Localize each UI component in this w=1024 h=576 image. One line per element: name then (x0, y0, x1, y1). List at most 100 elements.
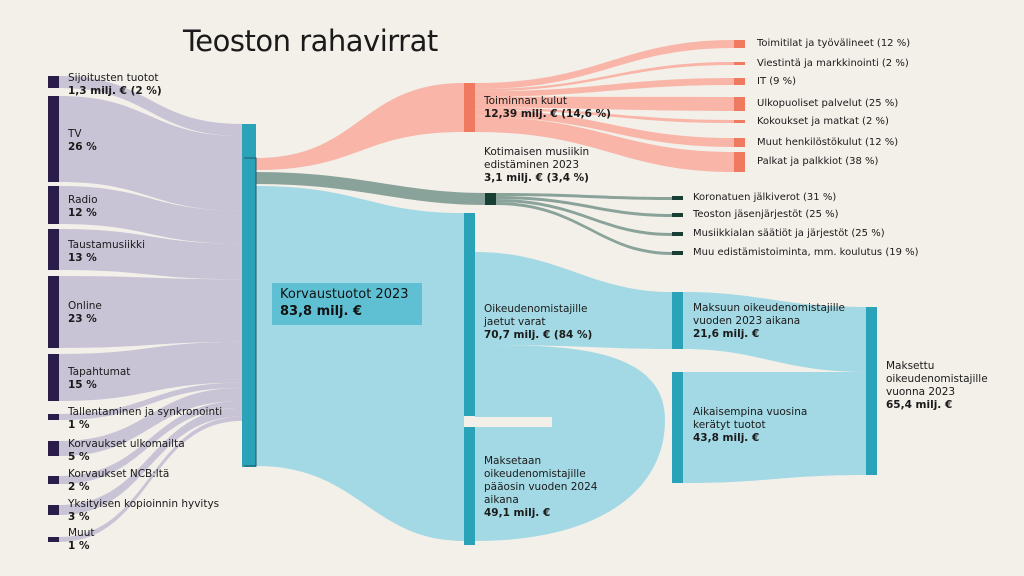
source-flow (59, 382, 242, 420)
source-label: Radio 12 % (68, 194, 98, 220)
source-flow (59, 76, 242, 136)
promotion-item-node (672, 196, 683, 200)
source-node (48, 354, 59, 401)
source-value: 1 % (68, 540, 90, 552)
source-value: 5 % (68, 451, 90, 463)
node-operating (464, 83, 475, 132)
flow-distributed-to-topay (475, 345, 665, 541)
source-value: 12 % (68, 207, 97, 219)
center-label-box: Korvaustuotot 2023 83,8 milj. € (272, 283, 422, 325)
node-earlier (672, 372, 683, 483)
source-node (48, 76, 59, 88)
source-name: Radio (68, 194, 98, 206)
operating-item-label: Toimitilat ja työvälineet (12 %) (757, 38, 911, 49)
source-node (48, 537, 59, 542)
center-value: 83,8 milj. € (280, 304, 363, 319)
promotion-flows (496, 193, 672, 255)
operating-value: 12,39 milj. € (14,6 %) (484, 108, 611, 120)
promotion-item-node (672, 232, 683, 236)
flow-center-to-operating (256, 83, 464, 170)
promotion-item-label: Teoston jäsenjärjestöt (25 %) (693, 209, 839, 220)
source-flow (59, 96, 242, 211)
flow-center-to-distributed (256, 186, 464, 541)
page-title: Teoston rahavirrat (183, 24, 438, 58)
source-label: Muut 1 % (68, 527, 95, 553)
promotion-item-nodes (672, 196, 683, 255)
operating-item-label: Muut henkilöstökulut (12 %) (757, 136, 899, 148)
source-value: 1,3 milj. € (2 %) (68, 85, 162, 97)
operating-item-flow (475, 96, 734, 111)
node-promotion (485, 193, 496, 205)
operating-item-node (734, 78, 745, 85)
operating-item-label: Kokoukset ja matkat (2 %) (757, 115, 889, 127)
earlier-label-text: Aikaisempina vuosina kerätyt tuotot (693, 406, 808, 431)
flow-paid2023-to-total (683, 292, 866, 372)
source-name: Korvaukset NCB:ltä (68, 468, 170, 480)
operating-item-label: Palkat ja palkkiot (38 %) (757, 156, 879, 167)
source-flow (59, 400, 242, 484)
source-node (48, 229, 59, 270)
source-name: Yksityisen kopioinnin hyvitys (68, 498, 220, 510)
promotion-item-label: Koronatuen jälkiverot (31 %) (693, 192, 837, 203)
operating-label: Toiminnan kulut 12,39 milj. € (14,6 %) (484, 95, 634, 121)
source-name: Korvaukset ulkomailta (68, 438, 185, 450)
promotion-item-flow (496, 193, 672, 200)
operating-item-node (734, 62, 745, 65)
operating-item-flow (475, 116, 734, 172)
flow-earlier-to-total (683, 372, 866, 483)
earlier-label: Aikaisempina vuosina kerätyt tuotot 43,8… (693, 406, 808, 445)
node-topay (464, 427, 475, 545)
promotion-item-label: Muu edistämistoiminta, mm. koulutus (19 … (693, 247, 919, 258)
operating-item-node (734, 40, 745, 48)
node-paid2023 (672, 292, 683, 349)
source-label: Taustamusiikki 13 % (68, 239, 145, 265)
distributed-label: Oikeudenomistajille jaetut varat 70,7 mi… (484, 303, 604, 342)
source-value: 2 % (68, 481, 90, 493)
node-paidtotal (866, 307, 877, 475)
source-name: Sijoitusten tuotot (68, 72, 159, 84)
promotion-item-label: Musiikkialan säätiöt ja järjestöt (25 %) (693, 228, 885, 239)
center-bracket (244, 157, 257, 467)
promotion-label-text: Kotimaisen musiikin edistäminen 2023 (484, 146, 590, 171)
center-label: Korvaustuotot 2023 (280, 287, 409, 302)
source-node (48, 476, 59, 484)
source-label: TV 26 % (68, 128, 97, 154)
operating-item-label: Ulkopuoliset palvelut (25 %) (757, 98, 899, 109)
distributed-label-text: Oikeudenomistajille jaetut varat (484, 303, 588, 328)
operating-flows (475, 40, 734, 172)
operating-item-node (734, 120, 745, 123)
promotion-label: Kotimaisen musiikin edistäminen 2023 3,1… (484, 146, 614, 185)
operating-item-node (734, 97, 745, 111)
source-label: Korvaukset ulkomailta 5 % (68, 438, 185, 464)
operating-item-flow (475, 78, 734, 97)
distributed-value: 70,7 milj. € (84 %) (484, 329, 593, 341)
source-value: 1 % (68, 419, 90, 431)
source-flow (59, 416, 242, 542)
source-label: Yksityisen kopioinnin hyvitys 3 % (68, 498, 219, 524)
operating-item-label: IT (9 %) (757, 75, 797, 87)
node-distributed (464, 213, 475, 416)
source-flow (59, 229, 242, 280)
source-node (48, 276, 59, 348)
operating-item-flow (475, 107, 734, 123)
promotion-item-flow (496, 202, 672, 255)
operating-item-node (734, 152, 745, 172)
main-flows (256, 83, 866, 541)
topay-label: Maksetaan oikeudenomistajille pääosin vu… (484, 455, 629, 520)
source-nodes (48, 76, 59, 542)
topay-label-text: Maksetaan oikeudenomistajille pääosin vu… (484, 455, 598, 506)
operating-item-flow (475, 62, 734, 92)
operating-item-node (734, 138, 745, 147)
source-name: Tapahtumat (68, 366, 131, 378)
promotion-item-node (672, 213, 683, 217)
operating-item-nodes (734, 40, 745, 172)
paid2023-value: 21,6 milj. € (693, 328, 760, 340)
source-node (48, 186, 59, 224)
source-label: Korvaukset NCB:ltä 2 % (68, 468, 169, 494)
source-label: Tallentaminen ja synkronointi 1 % (68, 406, 222, 432)
source-flows (59, 76, 242, 542)
flow-distributed-to-paid2023 (475, 252, 672, 349)
source-flow (59, 276, 242, 348)
paid2023-label: Maksuun oikeudenomistajille vuoden 2023 … (693, 302, 853, 341)
